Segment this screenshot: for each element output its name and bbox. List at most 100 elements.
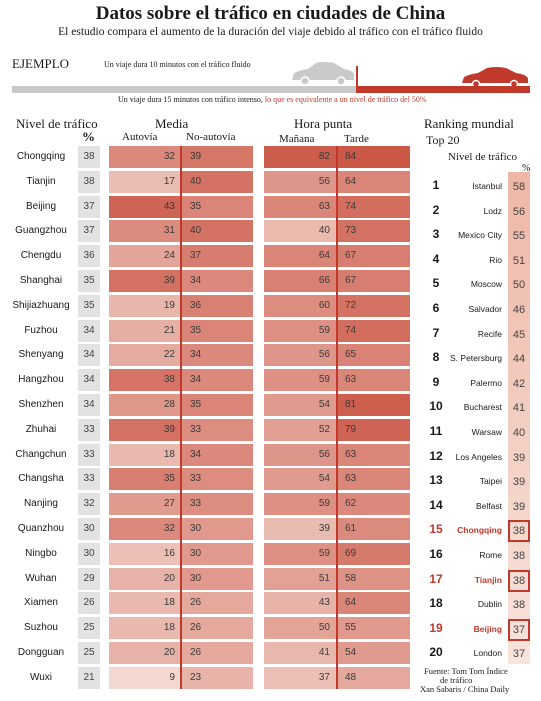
rank-city: Bucharest — [463, 402, 502, 413]
header-media: Media — [155, 116, 189, 131]
header-rank-percent: % — [522, 163, 531, 174]
header-peak: Hora punta — [294, 116, 353, 131]
no-autovia-cell: 23 — [181, 666, 253, 689]
no-autovia-cell: 35 — [181, 394, 253, 416]
autovia-cell: 18 — [109, 443, 181, 466]
traffic-level-cell: 37 — [78, 195, 100, 218]
evening-cell: 74 — [337, 195, 410, 218]
traffic-level-cell: 34 — [78, 344, 100, 367]
rank-city: Tianjin — [474, 574, 502, 585]
rank-number: 5 — [432, 276, 440, 291]
evening-cell: 61 — [337, 518, 410, 540]
autovia-cell: 22 — [109, 344, 181, 367]
header-ranking: Ranking mundial — [424, 116, 514, 131]
rank-number: 13 — [429, 473, 443, 488]
page-title: Datos sobre el tráfico en ciudades de Ch… — [95, 3, 446, 24]
autovia-cell: 27 — [109, 493, 181, 516]
autovia-cell: 39 — [109, 270, 181, 292]
morning-cell: 56 — [264, 170, 337, 193]
header-evening: Tarde — [344, 133, 369, 145]
example-free-flow-text: Un viaje dura 10 minutos con el tráfico … — [104, 60, 251, 69]
no-autovia-cell: 30 — [181, 567, 253, 590]
rank-level-value: 50 — [512, 279, 526, 292]
autovia-cell: 39 — [109, 418, 181, 441]
example-heavy-prefix: Un viaje dura 15 minutos con tráfico int… — [118, 95, 263, 104]
rank-level-value: 38 — [508, 569, 530, 592]
no-autovia-cell: 40 — [181, 170, 253, 193]
rank-level-value: 51 — [512, 254, 526, 267]
rank-number: 18 — [429, 596, 443, 611]
media-divider-line — [180, 146, 182, 689]
example-label: EJEMPLO — [12, 56, 70, 71]
no-autovia-cell: 35 — [181, 195, 253, 218]
morning-cell: 50 — [264, 617, 337, 640]
no-autovia-cell: 40 — [181, 220, 253, 243]
autovia-cell: 17 — [109, 170, 181, 193]
evening-cell: 63 — [337, 468, 410, 491]
no-autovia-cell: 35 — [181, 319, 253, 342]
morning-cell: 54 — [264, 468, 337, 491]
city-label: Dongguan — [17, 647, 65, 658]
city-label: Wuxi — [29, 671, 53, 683]
rank-city: Moscow — [470, 279, 502, 290]
no-autovia-cell: 33 — [181, 493, 253, 516]
rank-number: 4 — [432, 251, 440, 266]
rank-number: 7 — [432, 325, 440, 340]
rank-city: Taipei — [479, 476, 502, 487]
rank-city: Rome — [479, 550, 502, 560]
autovia-cell: 31 — [109, 220, 181, 243]
morning-cell: 64 — [264, 245, 337, 268]
autovia-cell: 38 — [109, 369, 181, 392]
evening-cell: 54 — [337, 642, 410, 664]
example-heavy-highlight: lo que es equivalente a un nivel de tráf… — [262, 95, 427, 104]
no-autovia-cell: 37 — [181, 245, 253, 268]
traffic-level-cell: 25 — [78, 617, 100, 640]
rank-city: London — [473, 648, 502, 659]
rank-number: 17 — [429, 571, 443, 586]
morning-cell: 56 — [264, 344, 337, 367]
traffic-level-cell: 38 — [78, 170, 100, 193]
morning-cell: 60 — [264, 294, 337, 317]
traffic-level-cell: 33 — [78, 418, 100, 441]
morning-cell: 54 — [264, 394, 337, 416]
rank-level-value: 37 — [508, 618, 530, 641]
rank-level-value: 37 — [512, 648, 526, 661]
morning-cell: 43 — [264, 592, 337, 615]
red-car-icon — [462, 67, 528, 88]
evening-cell: 65 — [337, 344, 410, 367]
page-subtitle: El estudio compara el aumento de la dura… — [58, 26, 483, 38]
no-autovia-cell: 36 — [181, 294, 253, 317]
morning-cell: 41 — [264, 642, 337, 664]
rank-city: Beijing — [473, 623, 502, 634]
rank-level-value: 56 — [512, 205, 526, 218]
evening-cell: 63 — [337, 369, 410, 392]
header-no-autovia: No-autovía — [186, 131, 236, 143]
traffic-level-cell: 36 — [78, 245, 100, 268]
morning-cell: 82 — [264, 146, 337, 168]
autovia-cell: 18 — [109, 617, 181, 640]
traffic-level-cell: 26 — [78, 592, 100, 615]
rank-number: 11 — [429, 424, 443, 438]
autovia-cell: 19 — [109, 294, 181, 317]
autovia-cell: 43 — [109, 195, 181, 218]
rank-number: 9 — [432, 374, 440, 389]
example-extra-time-bar — [358, 86, 530, 93]
city-label: Hangzhou — [18, 374, 64, 386]
city-label: Zhuhai — [25, 423, 57, 435]
autovia-cell: 18 — [109, 592, 181, 615]
rank-level-value: 46 — [512, 304, 526, 316]
rank-city: Belfast — [476, 500, 502, 511]
no-autovia-cell: 33 — [181, 418, 253, 441]
rank-city: Los Angeles — [455, 451, 502, 462]
rank-number: 15 — [429, 522, 443, 537]
autovia-cell: 35 — [109, 468, 181, 491]
no-autovia-cell: 26 — [181, 617, 253, 640]
morning-cell: 52 — [264, 418, 337, 441]
traffic-level-cell: 34 — [78, 369, 100, 392]
evening-cell: 55 — [337, 617, 410, 640]
evening-cell: 64 — [337, 170, 410, 193]
rank-city: S. Petersburg — [450, 353, 502, 364]
autovia-cell: 20 — [109, 642, 181, 664]
city-label: Shenyang — [18, 349, 64, 361]
rank-number: 1 — [432, 178, 440, 192]
